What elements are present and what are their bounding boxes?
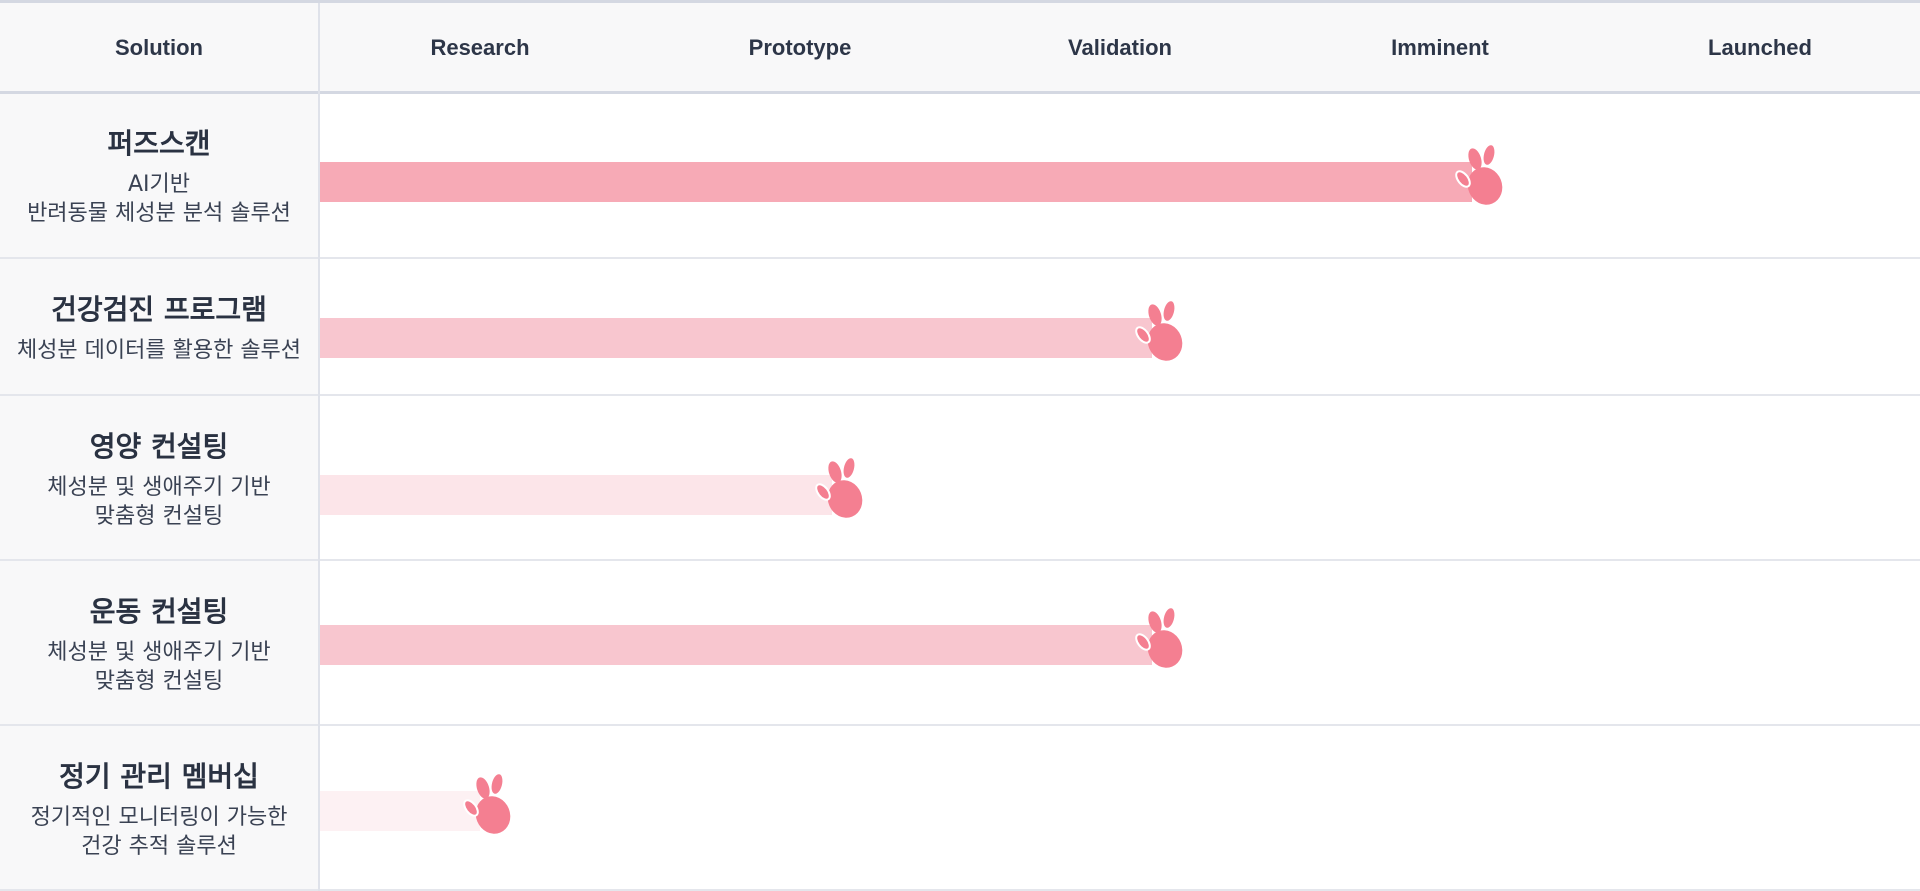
progress-bar [320,475,832,515]
row-label-fuzzscan: 퍼즈스캔 AI기반 반려동물 체성분 분석 솔루션 [0,93,318,257]
paw-icon [1452,144,1512,208]
row-divider [0,559,1920,561]
column-divider [318,3,320,891]
row-description: 정기적인 모니터링이 가능한 건강 추적 솔루션 [30,804,288,859]
row-description: 체성분 및 생애주기 기반 맞춤형 컨설팅 [47,639,271,694]
bottom-border [0,889,1920,891]
row-divider [0,724,1920,726]
paw-icon [460,773,520,837]
row-label-nutrition: 영양 컨설팅 체성분 및 생애주기 기반 맞춤형 컨설팅 [0,396,318,559]
header-divider [0,91,1920,94]
row-title: 운동 컨설팅 [89,594,229,628]
paw-icon [1132,607,1192,671]
stage-imminent: Imminent [1391,34,1489,60]
row-title: 정기 관리 멤버십 [59,759,259,793]
row-description: AI기반 반려동물 체성분 분석 솔루션 [27,172,291,226]
row-divider [0,394,1920,396]
top-border [0,0,1920,3]
row-title: 영양 컨설팅 [89,429,229,463]
stage-validation: Validation [1068,34,1172,60]
row-description: 체성분 및 생애주기 기반 맞춤형 컨설팅 [47,474,271,529]
stage-research: Research [430,34,530,60]
stage-prototype: Prototype [748,34,852,60]
header-row [0,3,1920,92]
paw-icon [1132,300,1192,364]
progress-bar [320,162,1472,202]
progress-bar [320,791,480,831]
row-title: 퍼즈스캔 [107,127,211,160]
paw-icon [812,457,872,521]
row-label-membership: 정기 관리 멤버십 정기적인 모니터링이 가능한 건강 추적 솔루션 [0,726,318,889]
row-description: 체성분 데이터를 활용한 솔루션 [16,338,302,363]
progress-bar [320,318,1152,358]
row-divider [0,257,1920,259]
stage-launched: Launched [1708,34,1812,60]
row-label-health-checkup: 건강검진 프로그램 체성분 데이터를 활용한 솔루션 [0,259,318,394]
row-label-exercise: 운동 컨설팅 체성분 및 생애주기 기반 맞춤형 컨설팅 [0,561,318,724]
header-solution: Solution [115,34,203,60]
row-title: 건강검진 프로그램 [51,293,267,326]
progress-bar [320,625,1152,665]
solution-column [0,92,318,891]
